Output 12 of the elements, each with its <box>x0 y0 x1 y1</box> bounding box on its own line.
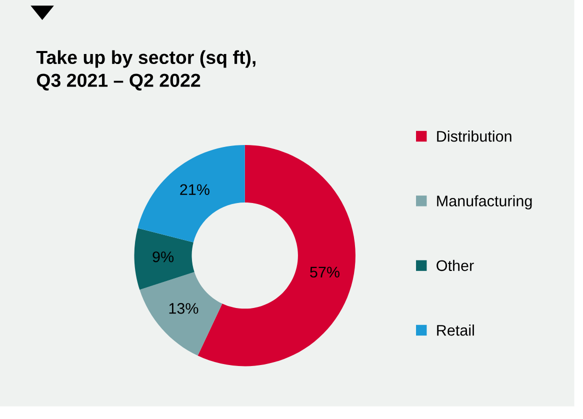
legend-label: Manufacturing <box>437 195 532 210</box>
legend-label: Other <box>436 260 474 272</box>
legend-label: Retail <box>437 324 474 336</box>
donut-slice <box>134 228 194 290</box>
donut-slice <box>140 272 222 356</box>
data-label: 9% <box>152 251 174 262</box>
data-label: 21% <box>180 184 210 195</box>
chart-title: Take up by sector (sq ft), Q3 2021 – Q2 2022 <box>36 50 256 90</box>
donut-slice <box>138 144 245 242</box>
data-label: 57% <box>310 266 340 278</box>
data-label: 13% <box>169 303 198 314</box>
legend-label: Distribution <box>437 130 512 142</box>
